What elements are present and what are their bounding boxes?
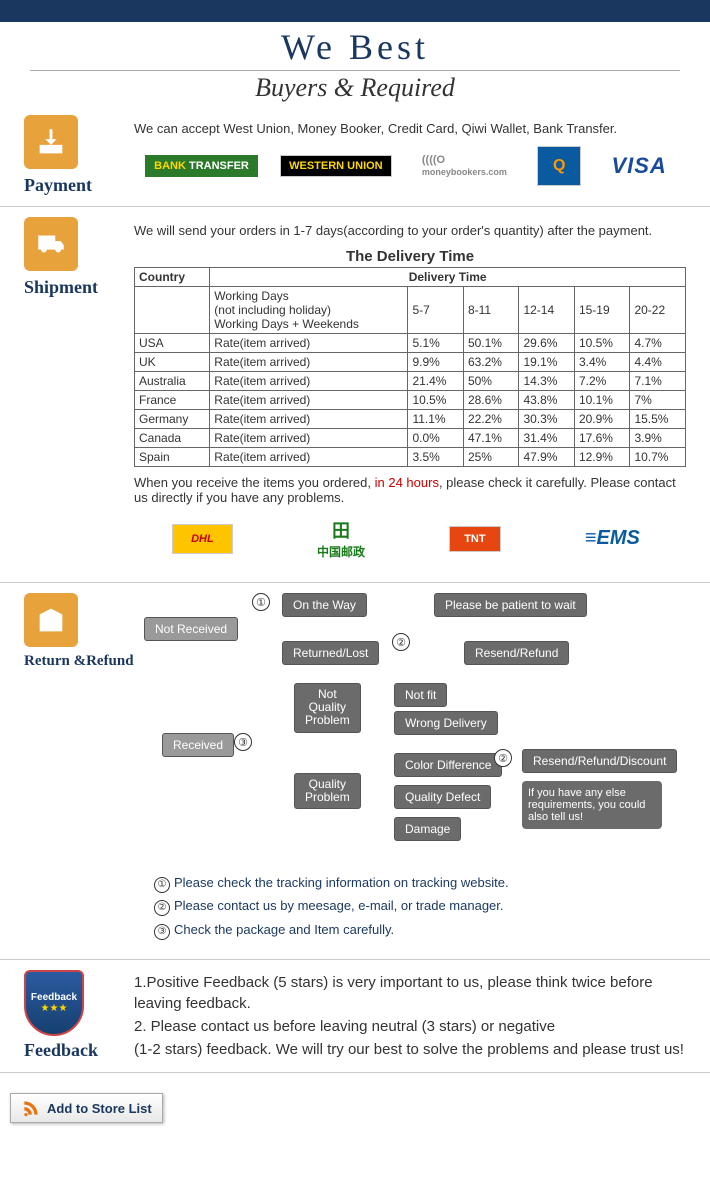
speech-bubble: If you have any else requirements, you c…: [522, 781, 662, 829]
payment-desc: We can accept West Union, Money Booker, …: [134, 121, 686, 136]
circle-1: ①: [252, 593, 270, 611]
node-defect: Quality Defect: [394, 785, 491, 809]
shipment-label: Shipment: [24, 277, 134, 298]
logo-ems: ≡EMS: [577, 523, 648, 554]
return-flowchart: Not Received ① On the Way Please be pati…: [134, 593, 686, 863]
payment-label: Payment: [24, 175, 134, 196]
shipment-desc: We will send your orders in 1-7 days(acc…: [134, 223, 686, 238]
shipper-logos: DHL ⽥中国邮政 TNT ≡EMS: [134, 513, 686, 564]
logo-qiwi: Q: [537, 146, 581, 186]
node-received: Received: [162, 733, 234, 757]
node-notfit: Not fit: [394, 683, 447, 707]
return-section: Return &Refund Not Received ① On the Way…: [0, 583, 710, 960]
circle-2a: ②: [392, 633, 410, 651]
node-not-received: Not Received: [144, 617, 238, 641]
shipment-note: When you receive the items you ordered, …: [134, 475, 686, 505]
return-label: Return &Refund: [24, 653, 134, 670]
node-color: Color Difference: [394, 753, 502, 777]
return-icon: [24, 593, 78, 647]
logo-bank-transfer: BANK TRANSFER: [145, 155, 258, 177]
rss-icon: [21, 1098, 41, 1118]
node-qp: Quality Problem: [294, 773, 361, 809]
circle-2b: ②: [494, 749, 512, 767]
logo-visa: VISA: [603, 149, 674, 183]
delivery-table-title: The Delivery Time: [134, 248, 686, 265]
shipment-section: Shipment We will send your orders in 1-7…: [0, 207, 710, 583]
return-notes: ①Please check the tracking information o…: [154, 871, 686, 941]
logo-china-post: ⽥中国邮政: [309, 513, 373, 564]
logo-dhl: DHL: [172, 524, 233, 554]
logo-western-union: WESTERN UNION: [280, 155, 392, 177]
feedback-p2: 2. Please contact us before leaving neut…: [134, 1016, 686, 1037]
node-on-way: On the Way: [282, 593, 367, 617]
payment-section: Payment We can accept West Union, Money …: [0, 105, 710, 207]
page-title: We Best: [0, 26, 710, 68]
delivery-table: CountryDelivery Time Working Days (not i…: [134, 267, 686, 467]
shipment-icon: [24, 217, 78, 271]
logo-moneybookers: ((((Omoneybookers.com: [414, 150, 515, 182]
feedback-shield-icon: Feedback ★★★: [24, 970, 84, 1036]
page-header: We Best Buyers & Required: [0, 22, 710, 105]
payment-logos: BANK TRANSFER WESTERN UNION ((((Omoneybo…: [134, 146, 686, 186]
feedback-label: Feedback: [24, 1040, 134, 1061]
node-damage: Damage: [394, 817, 461, 841]
feedback-p3: (1-2 stars) feedback. We will try our be…: [134, 1039, 686, 1060]
add-to-store-button[interactable]: Add to Store List: [10, 1093, 163, 1123]
node-resend1: Resend/Refund: [464, 641, 569, 665]
node-resend2: Resend/Refund/Discount: [522, 749, 677, 773]
node-wrong: Wrong Delivery: [394, 711, 498, 735]
logo-tnt: TNT: [449, 526, 500, 552]
page-subtitle: Buyers & Required: [30, 70, 680, 103]
node-patient: Please be patient to wait: [434, 593, 587, 617]
payment-icon: [24, 115, 78, 169]
top-bar: [0, 0, 710, 22]
feedback-section: Feedback ★★★ Feedback 1.Positive Feedbac…: [0, 960, 710, 1073]
circle-3: ③: [234, 733, 252, 751]
feedback-p1: 1.Positive Feedback (5 stars) is very im…: [134, 972, 686, 1014]
node-returned: Returned/Lost: [282, 641, 379, 665]
node-nqp: Not Quality Problem: [294, 683, 361, 733]
